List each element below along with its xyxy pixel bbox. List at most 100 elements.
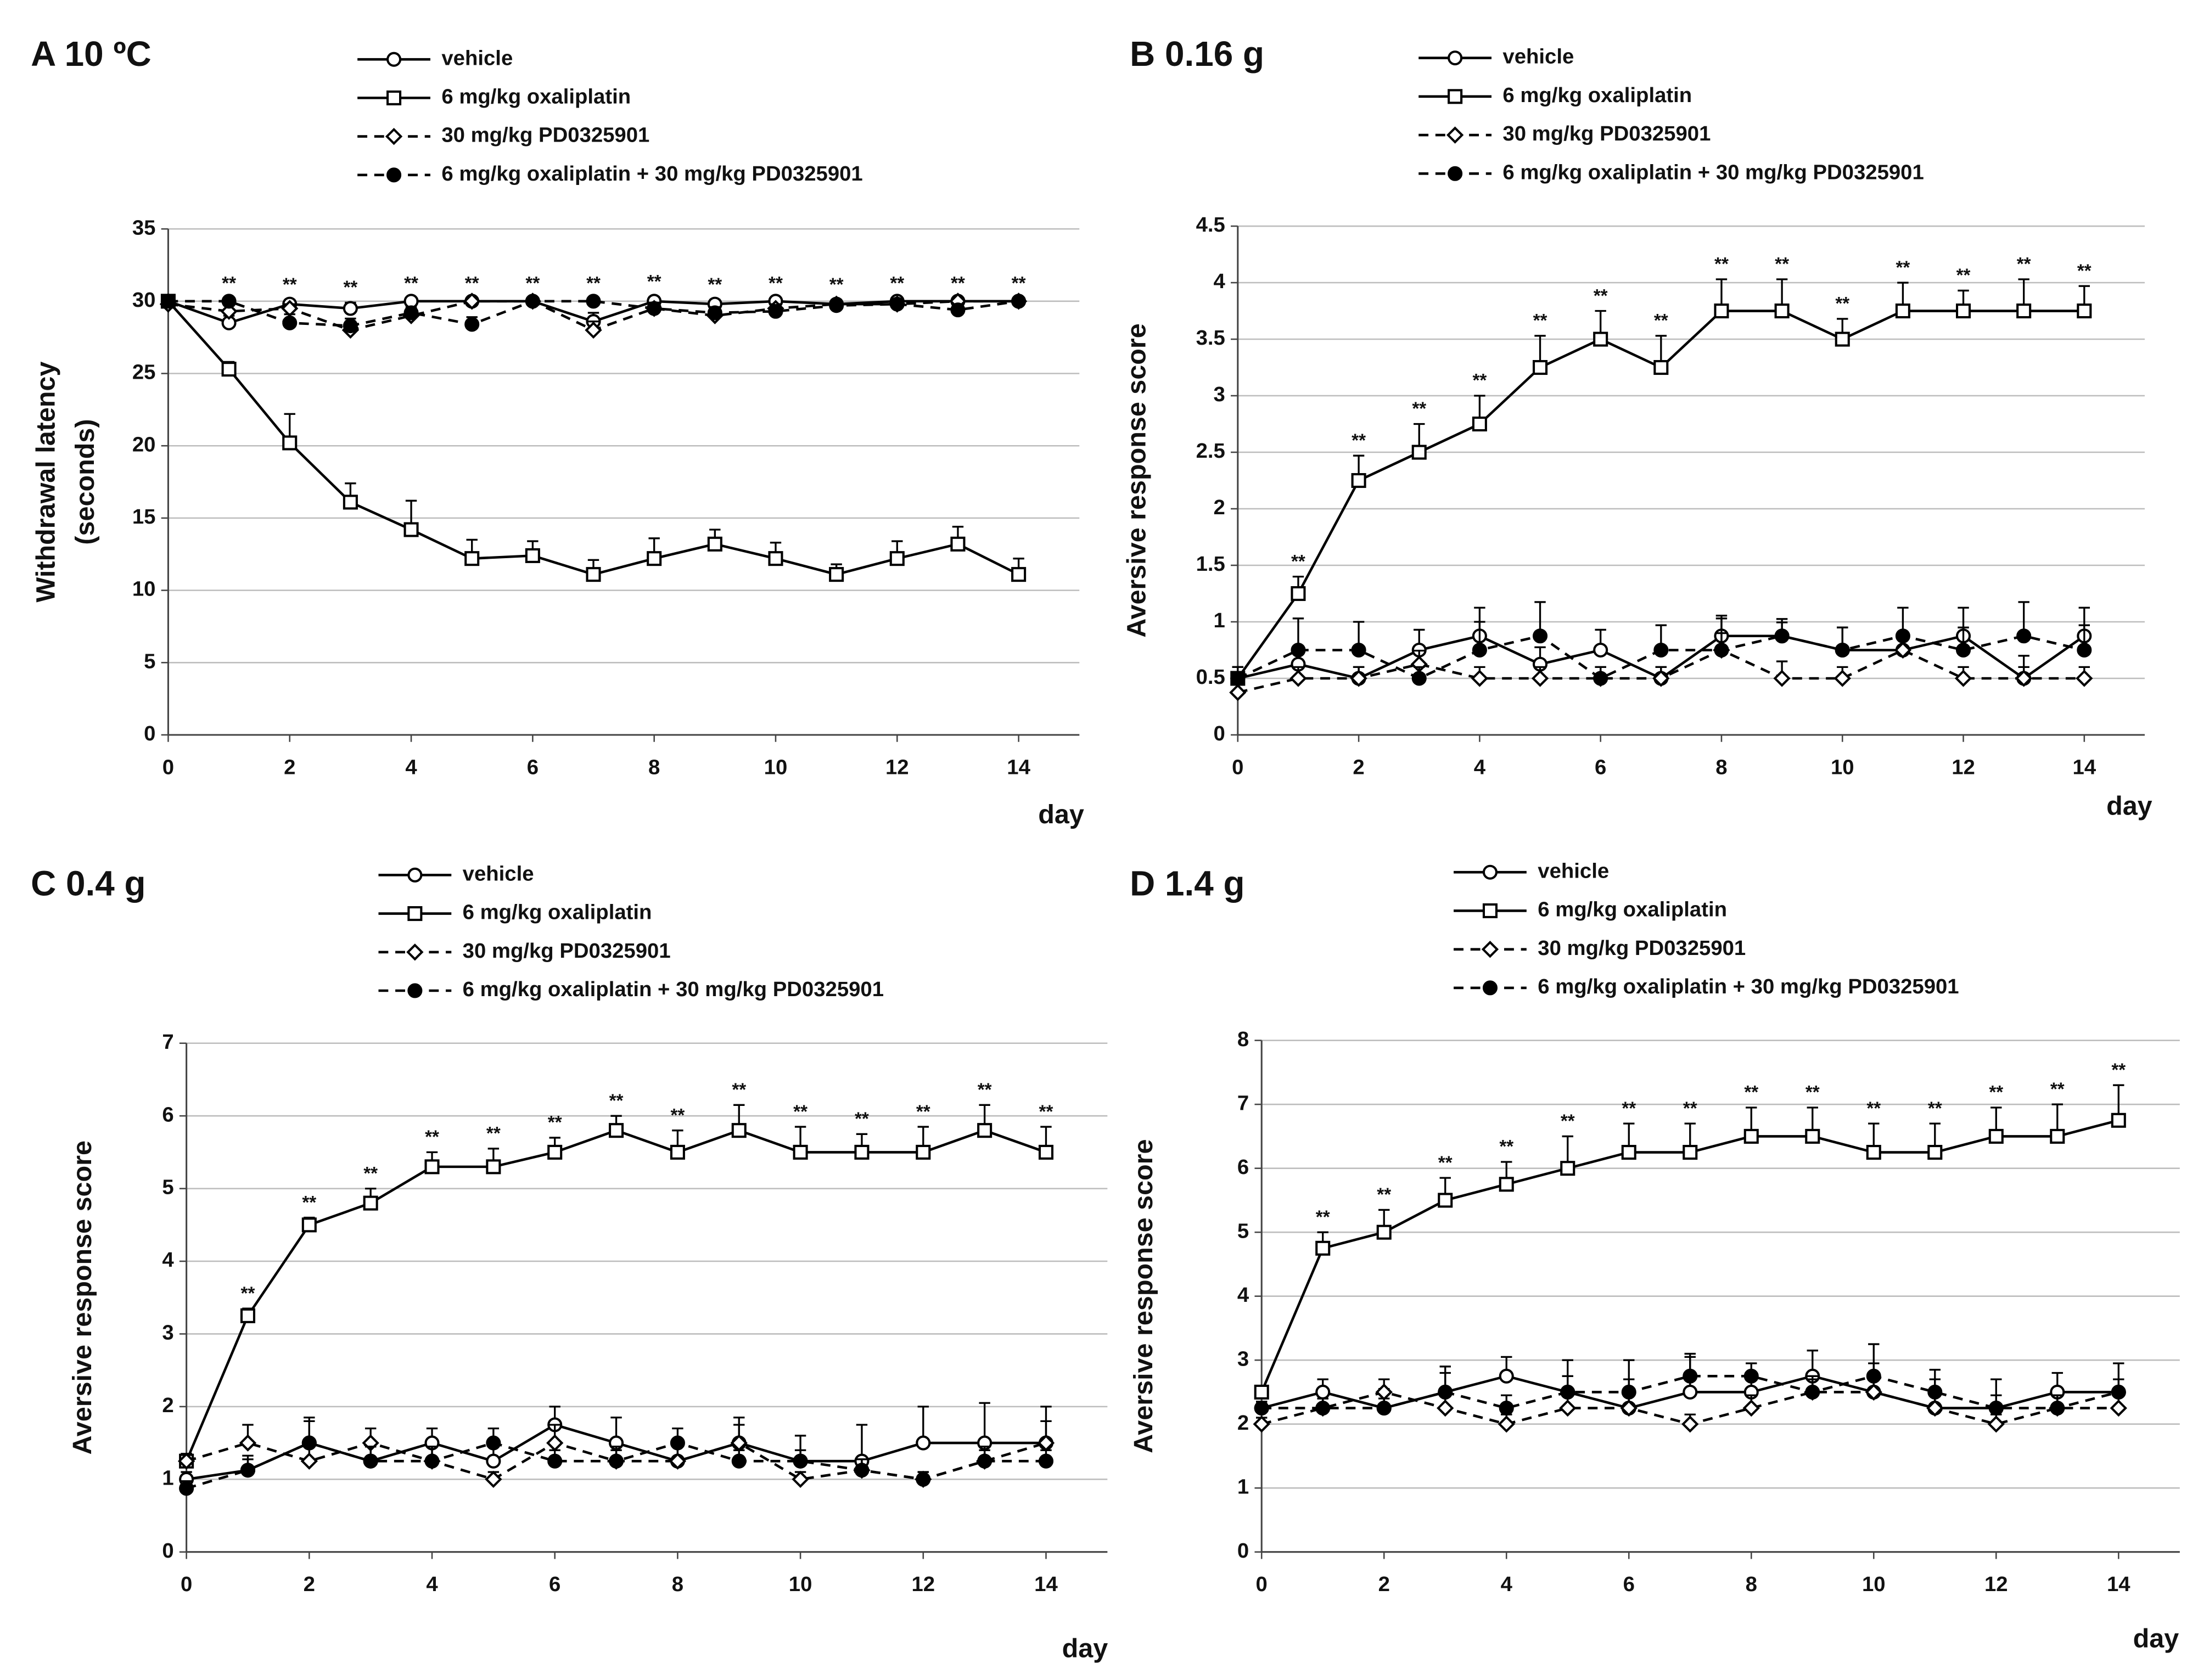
marker [464, 551, 480, 566]
marker [707, 305, 722, 321]
marker [1620, 1399, 1638, 1417]
y-tick-label: 4 [1214, 269, 1226, 293]
marker [586, 567, 601, 582]
y-tick-label: 35 [132, 216, 156, 239]
marker [1011, 567, 1027, 582]
y-tick-label: 0.5 [1196, 665, 1225, 689]
significance-mark: ** [586, 273, 601, 294]
marker [1448, 166, 1463, 181]
marker [707, 536, 722, 552]
legend-label: 30 mg/kg PD0325901 [441, 123, 649, 147]
marker [2015, 670, 2033, 687]
significance-mark: ** [363, 1164, 378, 1184]
marker [670, 1144, 685, 1160]
marker [1230, 671, 1246, 686]
legend-label: 6 mg/kg oxaliplatin [463, 901, 652, 924]
y-tick-label: 6 [1237, 1155, 1249, 1179]
significance-mark: ** [1866, 1098, 1881, 1119]
significance-mark: ** [1533, 311, 1547, 331]
marker [792, 1470, 809, 1488]
y-tick-label: 3 [162, 1321, 173, 1345]
x-tick-label: 4 [1474, 755, 1486, 779]
marker [1446, 126, 1464, 144]
x-tick-label: 0 [181, 1572, 192, 1596]
marker [1532, 359, 1548, 375]
marker [1437, 1399, 1454, 1417]
marker [1714, 642, 1729, 658]
series-line [1261, 1374, 2119, 1409]
x-tick-label: 10 [1862, 1572, 1886, 1596]
x-tick-label: 10 [1831, 755, 1854, 779]
marker [424, 1453, 440, 1469]
x-tick-label: 0 [1256, 1572, 1268, 1596]
x-tick-label: 8 [1746, 1572, 1757, 1596]
marker [240, 1463, 256, 1478]
marker [1954, 670, 1972, 687]
marker [403, 522, 419, 537]
significance-mark: ** [465, 273, 479, 294]
marker [1621, 1384, 1636, 1400]
marker [585, 321, 602, 339]
panel-title: B 0.16 g [1130, 34, 1264, 74]
y-axis-label: Withdrawal latency [31, 362, 61, 603]
significance-mark: ** [1499, 1137, 1513, 1157]
marker [1681, 1415, 1699, 1433]
significance-mark: ** [1291, 552, 1305, 572]
marker [1742, 1399, 1760, 1417]
significance-mark: ** [1352, 430, 1366, 451]
marker [1955, 642, 1971, 658]
marker [1375, 1383, 1393, 1401]
significance-mark: ** [670, 1105, 685, 1126]
x-tick-label: 12 [911, 1572, 935, 1596]
marker [485, 1470, 502, 1488]
marker [1482, 980, 1498, 996]
marker [854, 1463, 870, 1478]
y-tick-label: 1 [162, 1466, 173, 1490]
marker [301, 1435, 317, 1451]
x-tick-label: 0 [1232, 755, 1243, 779]
x-tick-label: 4 [426, 1572, 438, 1596]
marker [1743, 1128, 1759, 1144]
legend-label: 6 mg/kg oxaliplatin [1538, 898, 1727, 922]
marker [977, 1453, 993, 1469]
marker [916, 1435, 931, 1451]
marker [1411, 671, 1427, 686]
marker [177, 1452, 195, 1470]
marker [343, 318, 358, 334]
significance-mark: ** [708, 274, 722, 295]
significance-mark: ** [1472, 370, 1487, 391]
marker [179, 1481, 194, 1496]
legend-label: 6 mg/kg oxaliplatin + 30 mg/kg PD0325901 [441, 162, 862, 186]
y-tick-label: 30 [132, 288, 156, 312]
y-tick-label: 0 [144, 722, 155, 745]
marker [2111, 1384, 2126, 1400]
y-tick-label: 2 [1237, 1411, 1249, 1435]
marker [1955, 303, 1971, 319]
y-tick-label: 3 [1237, 1347, 1249, 1370]
marker [1038, 1144, 1054, 1160]
marker [916, 1471, 931, 1487]
y-tick-label: 25 [132, 361, 156, 384]
significance-mark: ** [425, 1127, 439, 1148]
marker [854, 1144, 870, 1160]
marker [1315, 1384, 1331, 1400]
significance-mark: ** [1561, 1111, 1575, 1132]
marker [793, 1453, 808, 1469]
significance-mark: ** [1896, 257, 1910, 278]
x-tick-label: 2 [1378, 1572, 1390, 1596]
significance-mark: ** [2050, 1079, 2065, 1099]
marker [1926, 1399, 1944, 1417]
marker [1774, 628, 1790, 644]
marker [221, 362, 237, 377]
marker [406, 943, 424, 961]
significance-mark: ** [1714, 254, 1729, 274]
x-tick-label: 6 [1595, 755, 1606, 779]
significance-mark: ** [486, 1123, 501, 1144]
legend-label: 6 mg/kg oxaliplatin + 30 mg/kg PD0325901 [1502, 160, 1924, 184]
marker [386, 90, 402, 105]
x-tick-label: 6 [549, 1572, 560, 1596]
y-tick-label: 5 [1237, 1219, 1249, 1243]
y-tick-label: 20 [132, 432, 156, 456]
y-tick-label: 5 [162, 1176, 173, 1199]
y-axis-label: (seconds) [70, 419, 100, 545]
